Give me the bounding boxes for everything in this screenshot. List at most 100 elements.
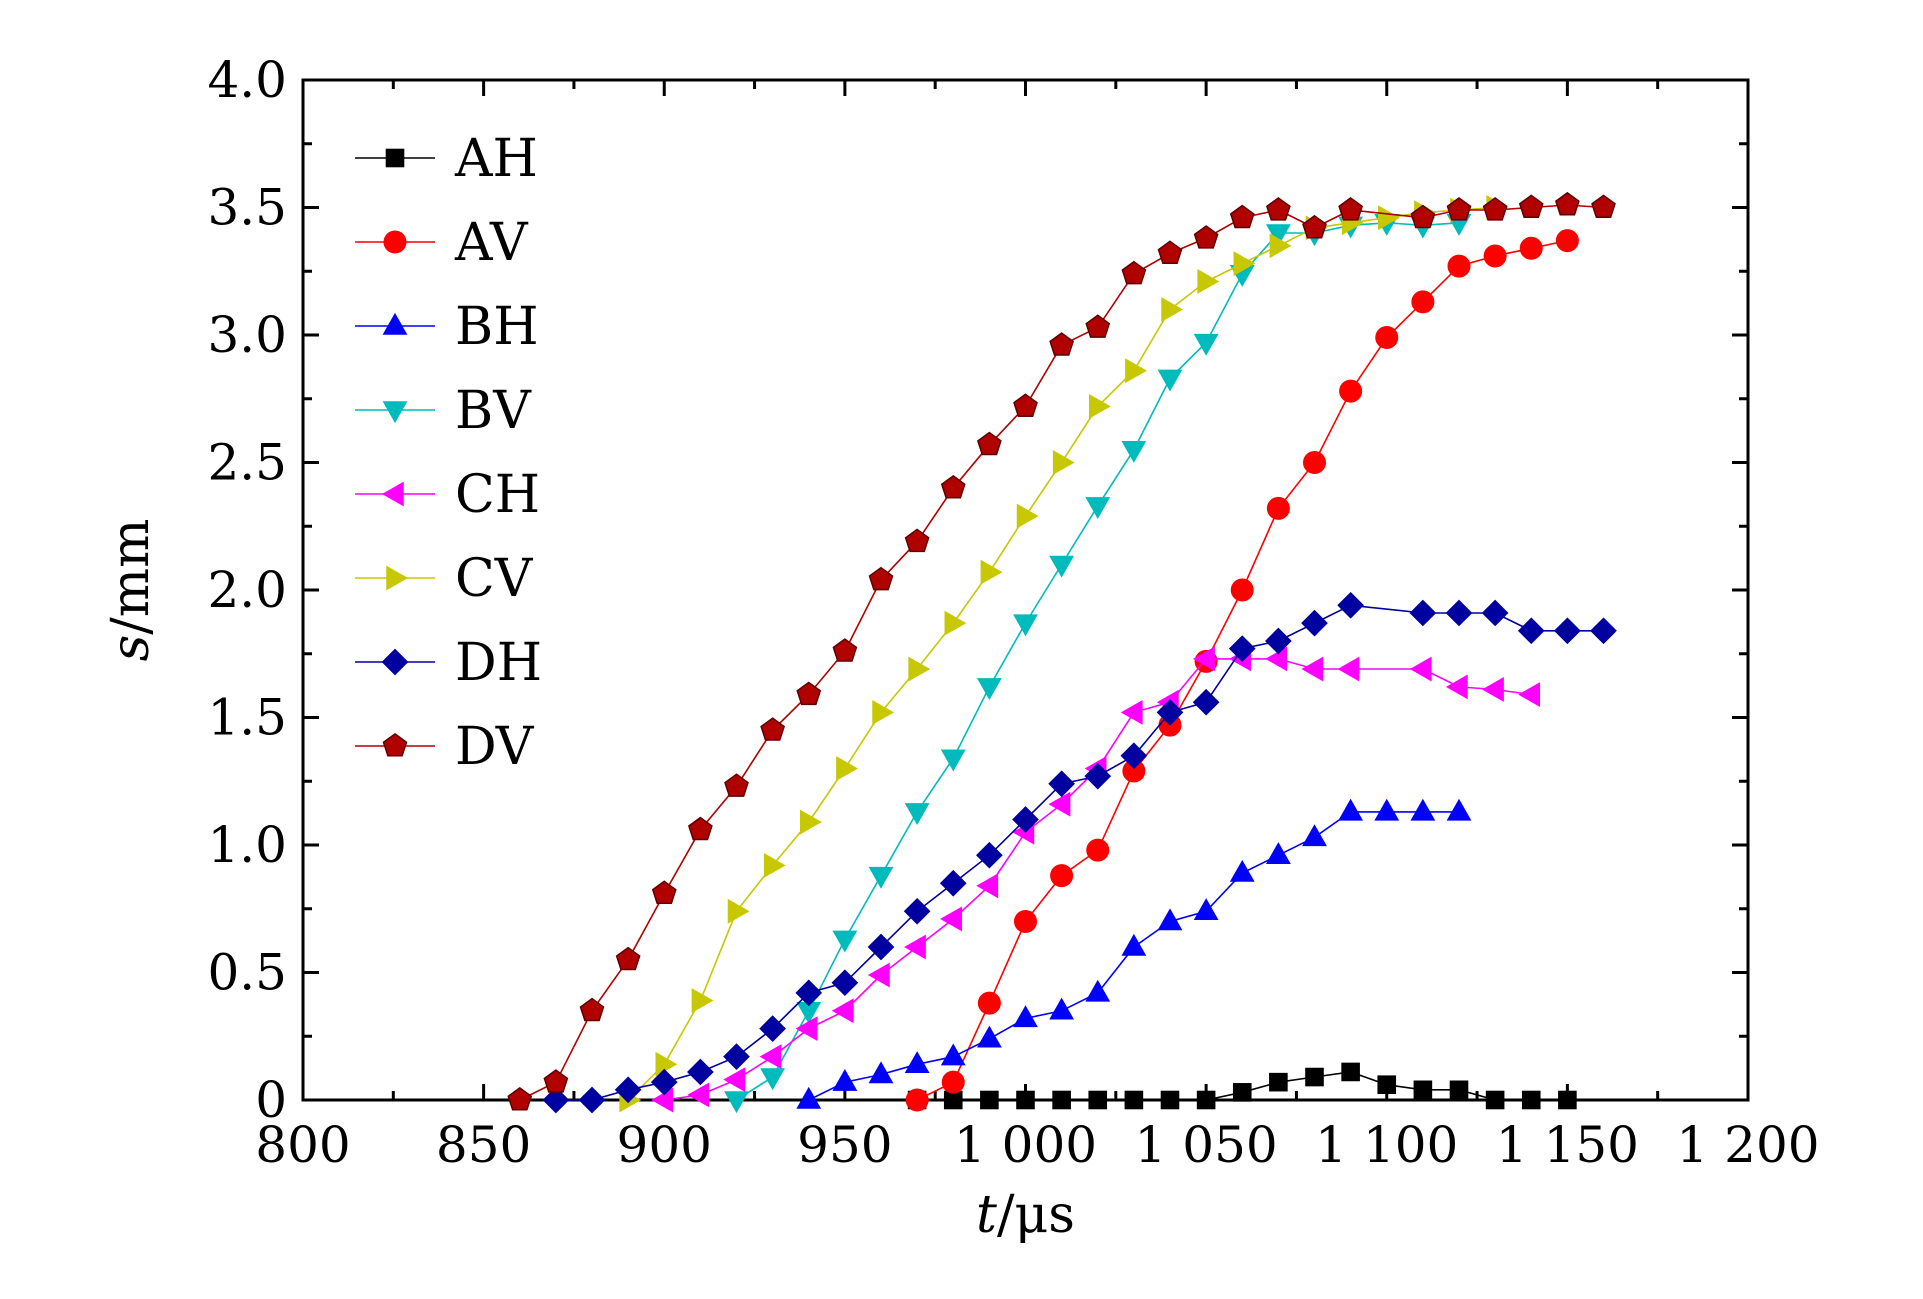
- legend-item-bh: BH: [355, 297, 539, 357]
- x-tick-label: 1 100: [1315, 1116, 1458, 1174]
- data-point-av: [1230, 578, 1254, 602]
- legend-label: DH: [455, 633, 542, 693]
- legend-label: AH: [454, 129, 538, 189]
- x-tick-label: 1 200: [1676, 1116, 1819, 1174]
- data-point-cv: [1233, 251, 1256, 277]
- data-point-cv: [1161, 297, 1184, 322]
- legend-item-dh: DH: [355, 633, 542, 693]
- data-point-bh: [1229, 859, 1255, 882]
- data-point-bv: [904, 803, 930, 825]
- data-point-dv: [832, 638, 858, 662]
- data-point-dv: [1446, 197, 1472, 221]
- data-point-cv: [908, 656, 931, 682]
- legend-marker: [382, 732, 408, 757]
- data-point-ah: [1377, 1075, 1397, 1095]
- data-point-bh: [796, 1086, 822, 1109]
- y-tick-label: 4.0: [207, 51, 287, 109]
- data-point-dv: [1049, 332, 1075, 356]
- data-point-bv: [1121, 441, 1147, 463]
- data-point-dh: [723, 1043, 750, 1071]
- series-ch: [651, 646, 1540, 1113]
- legend-label: DV: [455, 717, 535, 777]
- data-point-dv: [1482, 197, 1508, 221]
- data-point-dh: [1265, 627, 1292, 655]
- data-point-bh: [1374, 798, 1400, 821]
- data-point-dh: [1192, 688, 1220, 716]
- legend-item-bv: BV: [355, 381, 532, 441]
- data-point-bh: [904, 1051, 930, 1074]
- data-point-cv: [1378, 205, 1400, 231]
- data-point-ch: [1193, 646, 1215, 672]
- y-tick-label: 1.5: [207, 689, 287, 747]
- x-tick-label: 1 000: [954, 1116, 1097, 1174]
- y-axis-unit: /mm: [101, 519, 161, 635]
- data-point-bh: [1157, 908, 1183, 931]
- data-point-bv: [1013, 614, 1038, 637]
- data-point-cv: [1089, 393, 1111, 419]
- data-point-dv: [1518, 194, 1544, 219]
- data-point-ch: [1048, 791, 1071, 817]
- data-point-dv: [687, 816, 713, 841]
- data-point-dv: [940, 474, 966, 499]
- data-point-ah: [1521, 1090, 1541, 1110]
- data-point-dv: [1085, 314, 1111, 338]
- data-point-ah: [1269, 1072, 1288, 1092]
- y-tick-label: 3.0: [207, 306, 287, 364]
- data-point-bv: [832, 930, 858, 953]
- data-point-ch: [1301, 656, 1324, 682]
- data-point-ch: [687, 1082, 710, 1108]
- data-point-dv: [1554, 191, 1580, 216]
- data-point-dh: [1048, 770, 1075, 798]
- data-point-av: [941, 1070, 965, 1094]
- data-point-av: [905, 1088, 929, 1112]
- data-point-ch: [1337, 656, 1360, 682]
- data-point-bh: [832, 1069, 858, 1091]
- data-point-av: [1555, 229, 1579, 253]
- x-axis-variable: t: [976, 1185, 997, 1245]
- data-point-av: [1339, 379, 1363, 403]
- data-point-av: [1266, 496, 1290, 520]
- data-point-ah: [1088, 1090, 1108, 1110]
- data-point-bv: [1049, 555, 1075, 578]
- data-point-bh: [1193, 898, 1219, 921]
- data-point-bv: [1193, 333, 1219, 356]
- data-point-dh: [1301, 609, 1328, 637]
- legend-marker: [381, 648, 409, 676]
- data-point-bh: [1085, 979, 1111, 1002]
- data-point-bh: [1121, 933, 1147, 956]
- data-point-av: [1375, 326, 1399, 350]
- data-point-bh: [976, 1025, 1002, 1048]
- data-point-bv: [976, 678, 1002, 701]
- data-point-ch: [867, 962, 890, 988]
- x-axis-unit: /μs: [997, 1185, 1075, 1245]
- data-point-dh: [1337, 591, 1364, 619]
- data-point-av: [1519, 236, 1543, 260]
- legend-marker: [381, 481, 404, 507]
- data-point-bv: [868, 866, 894, 889]
- data-point-av: [1447, 254, 1471, 278]
- data-point-dv: [1193, 225, 1219, 249]
- y-axis-title: s/mm: [101, 519, 161, 662]
- data-point-cv: [1052, 450, 1075, 475]
- data-point-cv: [691, 988, 714, 1013]
- x-tick-label: 1 050: [1135, 1116, 1278, 1174]
- data-point-av: [1483, 244, 1507, 268]
- data-point-dv: [724, 773, 749, 797]
- legend-item-av: AV: [355, 213, 529, 273]
- data-point-bh: [868, 1061, 894, 1084]
- y-tick-label: 0.5: [207, 944, 287, 1002]
- data-point-dv: [507, 1086, 533, 1111]
- data-point-dv: [1265, 197, 1291, 221]
- data-point-cv: [836, 756, 858, 781]
- data-point-bh: [1302, 824, 1327, 847]
- series-layer: [507, 191, 1617, 1114]
- data-point-ch: [651, 1087, 673, 1113]
- series-dv: [507, 191, 1616, 1111]
- series-dh: [542, 591, 1617, 1114]
- data-point-ch: [1518, 682, 1540, 707]
- data-point-dh: [795, 979, 823, 1007]
- data-point-ch: [759, 1044, 782, 1070]
- legend-label: CH: [455, 465, 540, 525]
- x-tick-label: 1 150: [1496, 1116, 1639, 1174]
- data-point-dh: [1012, 806, 1039, 833]
